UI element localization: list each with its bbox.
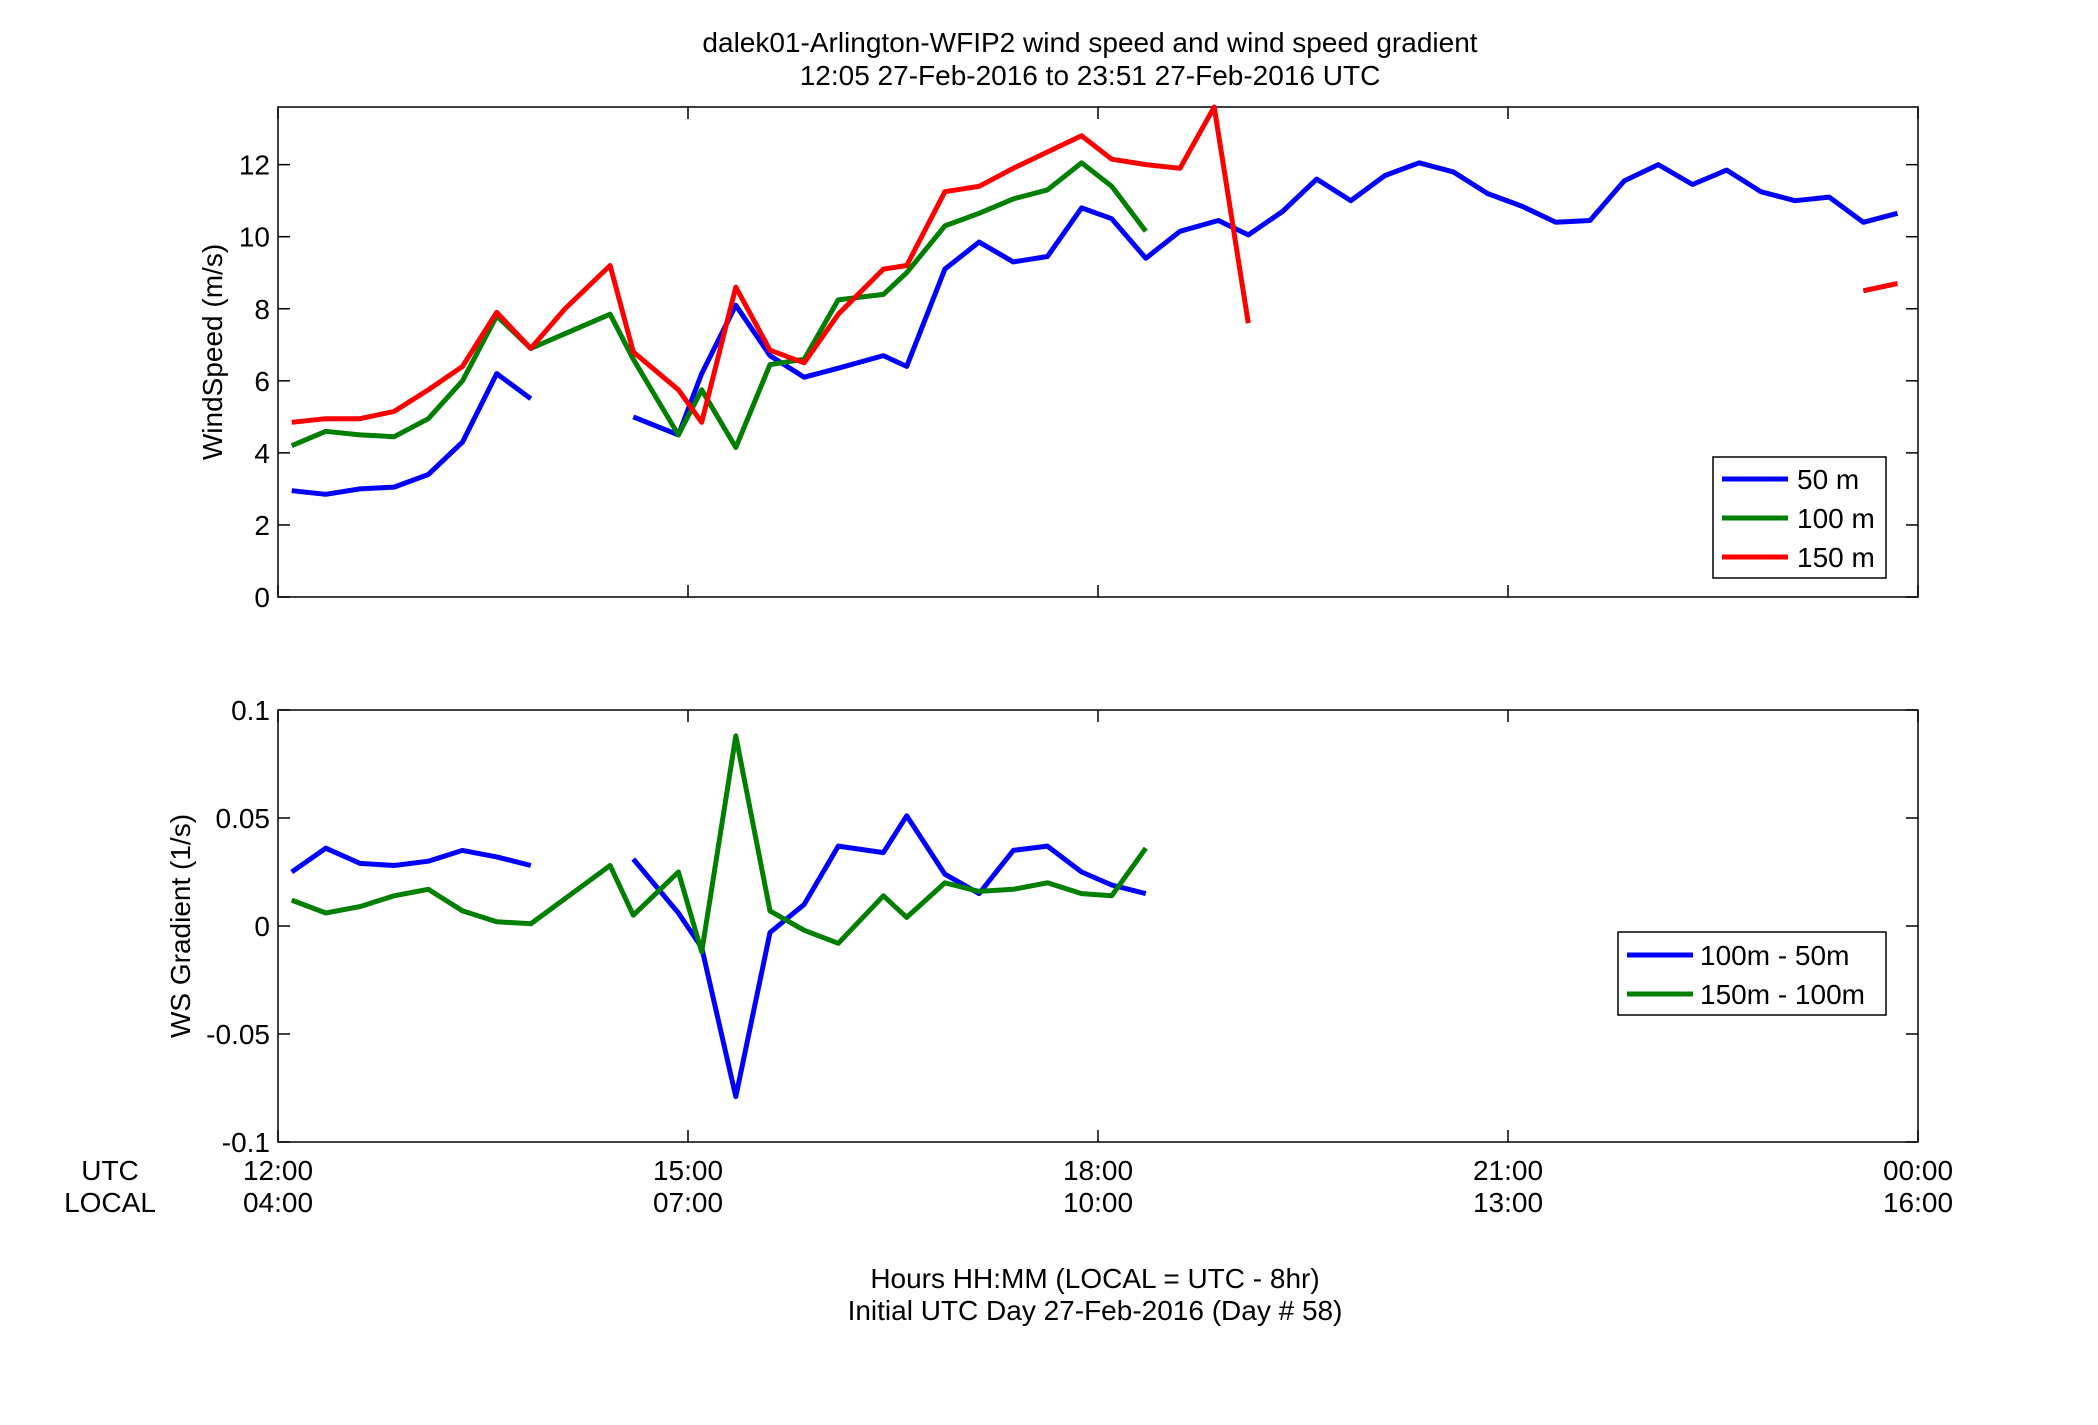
figure-title-line1: dalek01-Arlington-WFIP2 wind speed and w… — [702, 27, 1477, 58]
gradient-ytick-label: 0.1 — [231, 695, 270, 726]
windspeed-ytick-label: 4 — [254, 438, 270, 469]
series-line-150-m-seg0 — [291, 104, 1251, 425]
gradient-ytick-label: -0.05 — [206, 1019, 270, 1050]
legend-label-150m-100m: 150m - 100m — [1700, 979, 1865, 1010]
gradient-axes-box — [277, 709, 1919, 1143]
xlabel-line2: Initial UTC Day 27-Feb-2016 (Day # 58) — [848, 1295, 1343, 1326]
series-line-150-m-seg1 — [1862, 281, 1899, 294]
windspeed-ytick-label: 2 — [254, 510, 270, 541]
series-line-50-m-seg1 — [632, 160, 1899, 438]
gradient-ytick-label: -0.1 — [222, 1127, 270, 1158]
utc-tick-label: 18:00 — [1063, 1155, 1133, 1186]
local-tick-label: 07:00 — [653, 1187, 723, 1218]
windspeed-ytick-label: 6 — [254, 366, 270, 397]
legend-label-100m-50m: 100m - 50m — [1700, 940, 1849, 971]
legend-label-50m: 50 m — [1797, 464, 1859, 495]
series-line-100m-50m-seg0 — [290, 845, 532, 875]
local-row-label: LOCAL — [64, 1187, 156, 1218]
local-tick-label: 04:00 — [243, 1187, 313, 1218]
gradient-legend: 100m - 50m 150m - 100m — [1617, 931, 1887, 1016]
windspeed-ytick-label: 8 — [254, 294, 270, 325]
series-line-100-m-seg0 — [290, 160, 1148, 450]
local-tick-label: 16:00 — [1883, 1187, 1953, 1218]
series-line-50-m-seg0 — [291, 371, 533, 497]
gradient-ylabel: WS Gradient (1/s) — [165, 814, 196, 1038]
gradient-ytick-label: 0 — [254, 911, 270, 942]
utc-tick-label: 15:00 — [653, 1155, 723, 1186]
figure-title-line2: 12:05 27-Feb-2016 to 23:51 27-Feb-2016 U… — [800, 60, 1381, 91]
windspeed-ylabel: WindSpeed (m/s) — [197, 244, 228, 460]
xlabel-line1: Hours HH:MM (LOCAL = UTC - 8hr) — [870, 1263, 1319, 1294]
local-tick-label: 13:00 — [1473, 1187, 1543, 1218]
gradient-ytick-label: 0.05 — [216, 803, 271, 834]
windspeed-lines — [290, 104, 1899, 497]
windspeed-ytick-label: 10 — [239, 222, 270, 253]
legend-label-150m: 150 m — [1797, 542, 1875, 573]
series-line-150m-100m-seg0 — [290, 733, 1148, 955]
utc-tick-label: 21:00 — [1473, 1155, 1543, 1186]
windspeed-legend: 50 m 100 m 150 m — [1712, 456, 1887, 579]
gradient-legend-box — [1617, 931, 1887, 1016]
gradient-panel: -0.1 -0.05 0 0.05 0.1 WS Gradient (1/s) 100m… — [165, 695, 1919, 1158]
utc-tick-label: 00:00 — [1883, 1155, 1953, 1186]
utc-row-label: UTC — [81, 1155, 139, 1186]
gradient-lines — [290, 733, 1148, 1100]
windspeed-panel: 0 2 4 6 8 10 12 WindSpeed (m/s) 50 m 100 m 150… — [197, 104, 1919, 613]
windspeed-ytick-label: 0 — [254, 582, 270, 613]
series-line-100m-50m-seg1 — [631, 813, 1147, 1100]
windspeed-ytick-label: 12 — [239, 150, 270, 181]
gradient-ticks: -0.1 -0.05 0 0.05 0.1 — [206, 695, 1919, 1158]
utc-tick-label: 12:00 — [243, 1155, 313, 1186]
windspeed-ticks: 0 2 4 6 8 10 12 — [239, 107, 1919, 613]
windspeed-axes-box — [277, 106, 1919, 598]
local-tick-label: 10:00 — [1063, 1187, 1133, 1218]
legend-label-100m: 100 m — [1797, 503, 1875, 534]
